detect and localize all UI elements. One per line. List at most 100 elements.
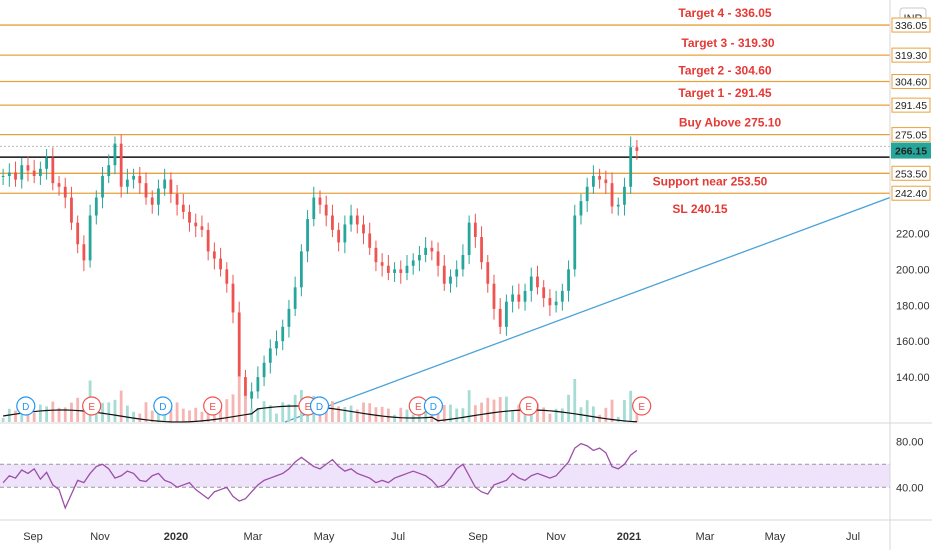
candle-body <box>573 215 577 270</box>
price-axis-bg <box>890 0 932 550</box>
candle-body <box>287 308 291 327</box>
candle <box>318 190 322 214</box>
candle <box>573 204 577 277</box>
level-tag-stop-loss: 242.40 <box>895 188 927 200</box>
candle <box>293 276 297 317</box>
candle-body <box>405 265 409 273</box>
candle-body <box>169 179 173 194</box>
candle <box>144 172 148 205</box>
candle-body <box>299 251 303 288</box>
candle <box>442 254 446 291</box>
candle <box>592 165 595 194</box>
rsi-tick-label: 40.00 <box>896 482 924 494</box>
volume-bar <box>250 408 254 422</box>
volume-bar <box>598 414 602 422</box>
candle-body <box>76 222 80 245</box>
candle <box>63 177 67 209</box>
candle-body <box>480 237 483 263</box>
candle <box>368 222 372 255</box>
event-marker-circle <box>632 396 652 416</box>
candle <box>107 154 111 184</box>
level-note-target-1: Target 1 - 291.45 <box>678 86 771 100</box>
event-marker-earnings: E <box>408 396 428 416</box>
candle <box>629 136 633 194</box>
candle-body <box>542 287 546 299</box>
candle <box>455 260 459 288</box>
volume-bar <box>181 408 185 422</box>
candle-body <box>635 147 639 151</box>
candle-body <box>461 254 465 270</box>
candle <box>399 260 403 284</box>
volume-bar <box>449 404 452 422</box>
candle <box>536 265 539 295</box>
candle <box>268 339 272 374</box>
event-marker-circle <box>203 396 223 416</box>
candle-body <box>492 283 496 309</box>
volume-bar <box>517 404 521 422</box>
candle <box>88 204 92 268</box>
candle-body <box>386 265 390 273</box>
candle-body <box>306 219 309 252</box>
candle-body <box>560 290 564 302</box>
level-note-stop-loss: SL 240.15 <box>672 202 727 216</box>
candle <box>299 244 303 297</box>
candle-body <box>567 269 570 291</box>
candle-body <box>20 165 24 180</box>
volume-bar <box>616 416 620 422</box>
time-tick-label: May <box>765 531 786 543</box>
volume-bar <box>82 405 86 422</box>
candle-body <box>101 175 104 198</box>
candle <box>579 193 583 225</box>
price-tick-label: 220.00 <box>896 228 930 240</box>
volume-bar <box>486 397 490 422</box>
candle-body <box>511 294 515 302</box>
rsi-line <box>2 442 638 510</box>
candle <box>517 283 521 309</box>
candle-body <box>256 377 260 392</box>
event-marker-label: E <box>638 402 645 413</box>
candle <box>554 290 558 313</box>
candle <box>312 186 316 227</box>
candle <box>467 215 471 264</box>
candle <box>548 289 552 317</box>
volume-bar <box>467 390 471 422</box>
volume-bar <box>268 405 272 422</box>
candle-body <box>45 158 48 169</box>
candle <box>119 134 123 198</box>
volume-bar <box>219 408 222 422</box>
candle-body <box>225 269 229 284</box>
candle <box>150 190 154 214</box>
candle <box>424 237 428 263</box>
time-tick-label: Jul <box>391 531 405 543</box>
candle <box>616 197 620 216</box>
candle <box>529 267 533 302</box>
candle-body <box>411 260 415 266</box>
candle <box>511 285 515 313</box>
event-marker-label: E <box>88 402 95 413</box>
candle <box>163 168 167 196</box>
candle <box>349 204 353 232</box>
candle-body <box>281 326 285 342</box>
volume-bar <box>113 399 117 422</box>
level-tag-bg-target-1 <box>891 97 931 113</box>
volume-bar <box>150 410 154 422</box>
candle-body <box>94 197 98 216</box>
volume-bar <box>138 413 142 422</box>
level-lines <box>0 24 890 194</box>
rsi-pane <box>0 442 890 510</box>
candle-body <box>237 312 241 378</box>
candle <box>343 215 347 254</box>
volume-bar <box>349 405 353 422</box>
time-tick-label: Mar <box>244 531 263 543</box>
rsi-tick-label: 80.00 <box>896 436 924 448</box>
candle-body <box>163 179 167 189</box>
candle <box>132 168 135 189</box>
volume-bar <box>548 413 552 422</box>
volume-bar <box>225 399 229 422</box>
candle <box>188 204 191 232</box>
volume-bar <box>132 411 135 422</box>
volume-bar <box>63 407 67 422</box>
time-tick-label: Mar <box>696 531 715 543</box>
volume-bar <box>554 408 558 422</box>
